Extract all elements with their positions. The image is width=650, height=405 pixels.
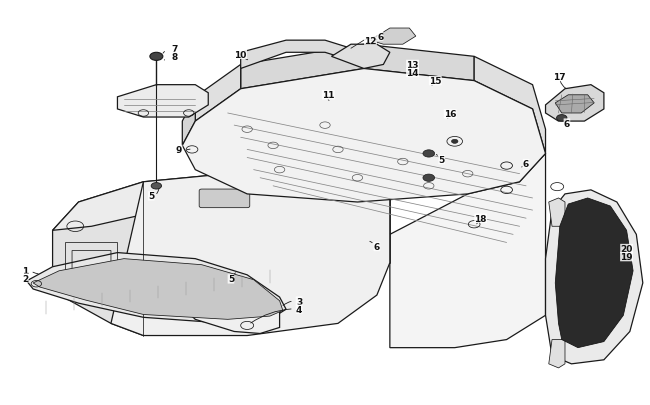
Text: 13: 13 [406,61,419,70]
Text: 1: 1 [22,266,29,276]
Polygon shape [332,45,390,69]
Text: 16: 16 [444,110,456,119]
Polygon shape [53,162,390,235]
Text: 15: 15 [429,77,441,86]
Text: 18: 18 [474,214,487,223]
Circle shape [452,140,458,144]
Text: 9: 9 [176,145,182,155]
Polygon shape [182,98,195,146]
Polygon shape [549,340,565,368]
Circle shape [150,53,163,61]
Polygon shape [474,57,545,154]
Polygon shape [195,65,240,122]
Text: 7: 7 [172,45,177,53]
FancyBboxPatch shape [199,190,250,208]
Text: 3: 3 [296,297,302,306]
Text: 5: 5 [439,156,445,164]
Polygon shape [390,154,545,348]
Polygon shape [549,198,565,227]
Text: 2: 2 [22,274,29,283]
Polygon shape [182,69,545,202]
Polygon shape [370,29,416,45]
Polygon shape [182,287,280,334]
Circle shape [423,150,435,158]
Polygon shape [33,259,283,320]
Polygon shape [27,253,286,324]
Text: 10: 10 [235,51,247,60]
Polygon shape [111,162,390,336]
Text: 8: 8 [172,53,177,62]
Text: 5: 5 [148,192,154,201]
Text: 14: 14 [406,69,419,78]
Text: 17: 17 [554,73,566,82]
Polygon shape [118,85,208,118]
Circle shape [423,175,435,182]
Polygon shape [545,85,604,122]
Text: 19: 19 [620,252,633,262]
Polygon shape [240,45,474,90]
Polygon shape [555,198,633,348]
Polygon shape [364,154,442,194]
Text: 4: 4 [296,305,302,314]
Text: 6: 6 [374,243,380,252]
Polygon shape [234,178,299,194]
Text: 11: 11 [322,91,335,100]
Text: 20: 20 [620,245,633,254]
Text: 5: 5 [228,275,234,284]
Text: 12: 12 [364,36,376,45]
Polygon shape [240,41,351,69]
Polygon shape [545,190,643,364]
Polygon shape [555,96,594,114]
Text: 6: 6 [523,160,529,168]
Text: 6: 6 [564,119,570,128]
Circle shape [151,183,162,190]
Polygon shape [53,182,144,336]
Text: 6: 6 [377,32,384,41]
Circle shape [556,115,567,122]
